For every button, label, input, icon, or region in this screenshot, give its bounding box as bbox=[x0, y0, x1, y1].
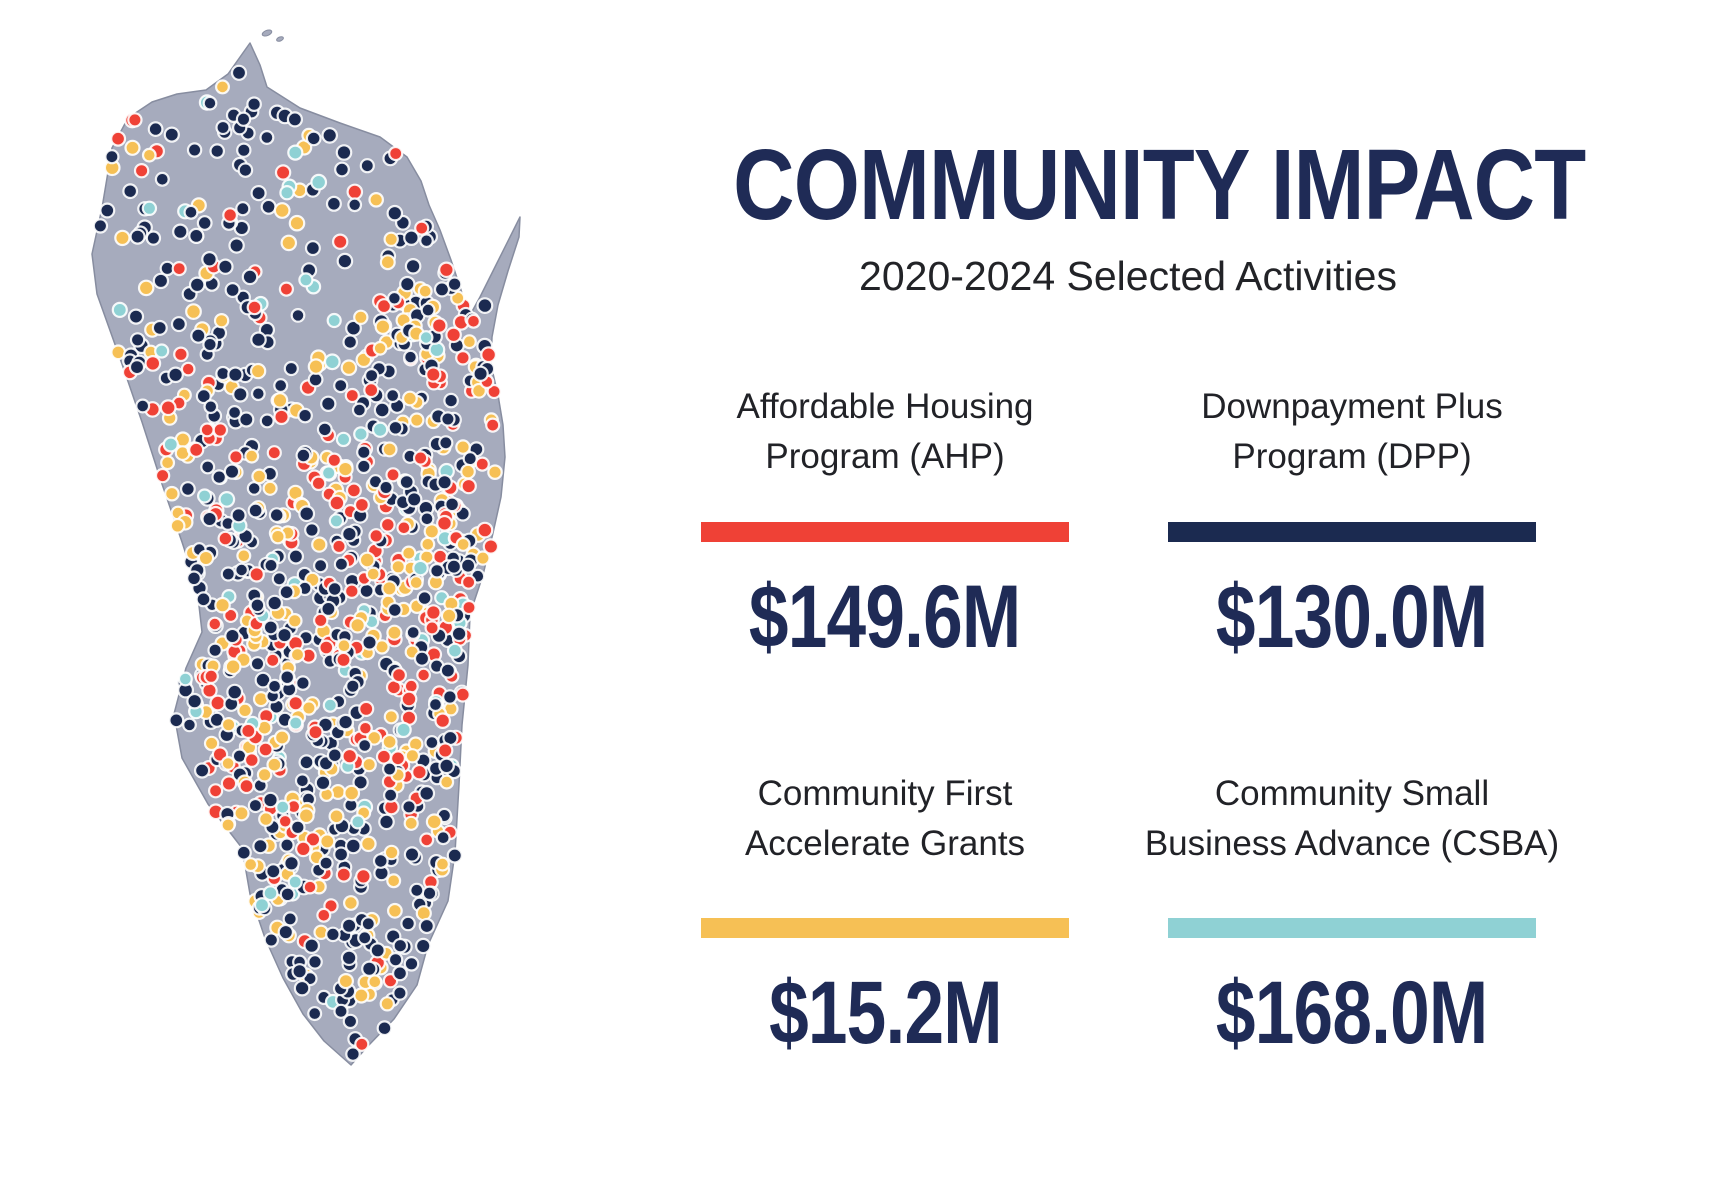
stat-rule-bar-red bbox=[701, 522, 1069, 542]
stat-value: $15.2M bbox=[768, 962, 1002, 1062]
stat-rule-bar-navy bbox=[1168, 522, 1536, 542]
stat-label-line1: Downpayment Plus bbox=[1201, 387, 1503, 426]
stat-value: $130.0M bbox=[1216, 566, 1488, 666]
district-map bbox=[55, 25, 575, 1085]
stat-card-dpp: Downpayment Plus Program (DPP) $130.0M bbox=[1092, 382, 1612, 682]
stat-label-line1: Community Small bbox=[1214, 774, 1490, 813]
stat-label: Community Small Business Advance (CSBA) bbox=[1092, 769, 1612, 869]
island bbox=[276, 36, 284, 42]
stat-label-line2: Accelerate Grants bbox=[744, 824, 1026, 863]
stat-rule-bar-yellow bbox=[701, 918, 1069, 938]
stat-label: Community First Accelerate Grants bbox=[625, 769, 1145, 869]
stat-label: Downpayment Plus Program (DPP) bbox=[1092, 382, 1612, 482]
stat-label-line1: Affordable Housing bbox=[736, 387, 1034, 426]
stat-label-line2: Program (AHP) bbox=[765, 437, 1005, 476]
stat-card-csba: Community Small Business Advance (CSBA) … bbox=[1092, 769, 1612, 1069]
stat-card-accelerate: Community First Accelerate Grants $15.2M bbox=[625, 769, 1145, 1069]
header: COMMUNITY IMPACT bbox=[658, 135, 1598, 239]
page-subtitle: 2020-2024 Selected Activities bbox=[859, 253, 1397, 299]
stat-card-ahp: Affordable Housing Program (AHP) $149.6M bbox=[625, 382, 1145, 682]
stat-label-line2: Program (DPP) bbox=[1232, 437, 1472, 476]
stat-label: Affordable Housing Program (AHP) bbox=[625, 382, 1145, 482]
activity-dots bbox=[92, 64, 503, 1062]
stat-rule-bar-teal bbox=[1168, 918, 1536, 938]
stat-value: $168.0M bbox=[1216, 962, 1488, 1062]
island bbox=[261, 29, 273, 37]
stat-label-line2: Business Advance (CSBA) bbox=[1144, 824, 1560, 863]
stat-label-line1: Community First bbox=[757, 774, 1013, 813]
page-title: COMMUNITY IMPACT bbox=[733, 129, 1586, 241]
district-map-svg bbox=[91, 29, 521, 1066]
stat-value: $149.6M bbox=[749, 566, 1021, 666]
